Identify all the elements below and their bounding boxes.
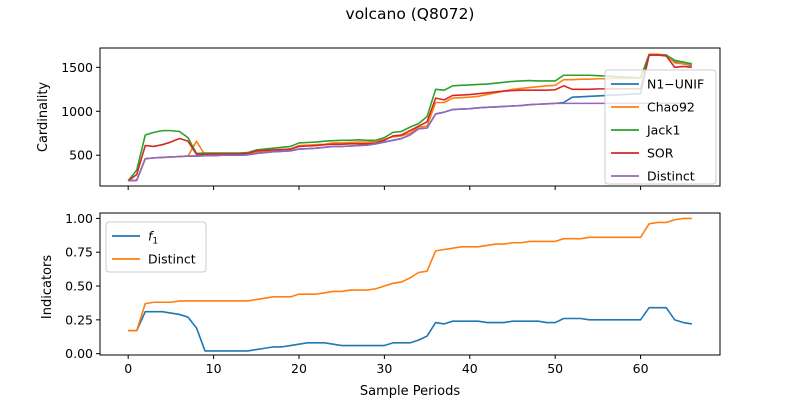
legend-entry: f1 [148,229,158,247]
y-tick-label: 1.00 [65,211,93,226]
x-tick-label: 50 [547,361,563,376]
indicators-plot-area: 0 10 20 30 40 50 60 0.00 0.25 0.50 0.75 1.00 f1 Disti… [65,211,721,376]
figure-title: volcano (Q8072) [346,5,475,23]
x-axis-label: Sample Periods [360,384,460,399]
legend-entry: SOR [647,146,674,161]
x-tick-label: 10 [206,361,222,376]
x-tick-label: 30 [376,361,392,376]
legend-entry: Jack1 [646,123,680,138]
legend: N1−UNIF Chao92 Jack1 SOR Distinct [604,69,717,185]
y-tick-label: 0.50 [65,279,93,294]
cardinality-ylabel: Cardinality [36,82,51,153]
legend-entry: N1−UNIF [647,77,704,92]
legend-box [604,69,717,185]
series-line-card-3 [127,54,692,182]
legend-entry: Distinct [647,169,695,184]
y-tick-label: 0.25 [65,312,93,327]
x-tick-label: 20 [291,361,307,376]
y-tick-label: 0.00 [65,346,93,361]
y-tick-label: 1000 [61,104,93,119]
x-tick-label: 40 [462,361,478,376]
y-tick-label: 500 [69,148,93,163]
indicators-ylabel: Indicators [40,255,55,319]
x-tick-label: 60 [633,361,649,376]
series-line-ind-0 [128,306,692,352]
y-tick-label: 0.75 [65,245,93,260]
cardinality-plot-area: 500 1000 1500 N1−UNIF Chao92 Jack1 SOR Distinct [61,47,721,190]
legend-entry: Distinct [148,252,196,267]
series-line-card-4 [128,102,692,182]
axes-frame [99,47,721,187]
series-line-card-2 [127,54,692,182]
indicators-panel: 0 10 20 30 40 50 60 0.00 0.25 0.50 0.75 1.00 f1 Disti… [40,211,721,376]
legend: f1 Distinct [105,221,207,273]
series-line-ind-1 [128,217,692,332]
axes-frame [99,212,721,356]
x-tick-label: 0 [124,361,132,376]
legend-entry: Chao92 [647,100,695,115]
cardinality-panel: 500 1000 1500 N1−UNIF Chao92 Jack1 SOR Distinct… [36,47,721,190]
y-tick-label: 1500 [61,60,93,75]
